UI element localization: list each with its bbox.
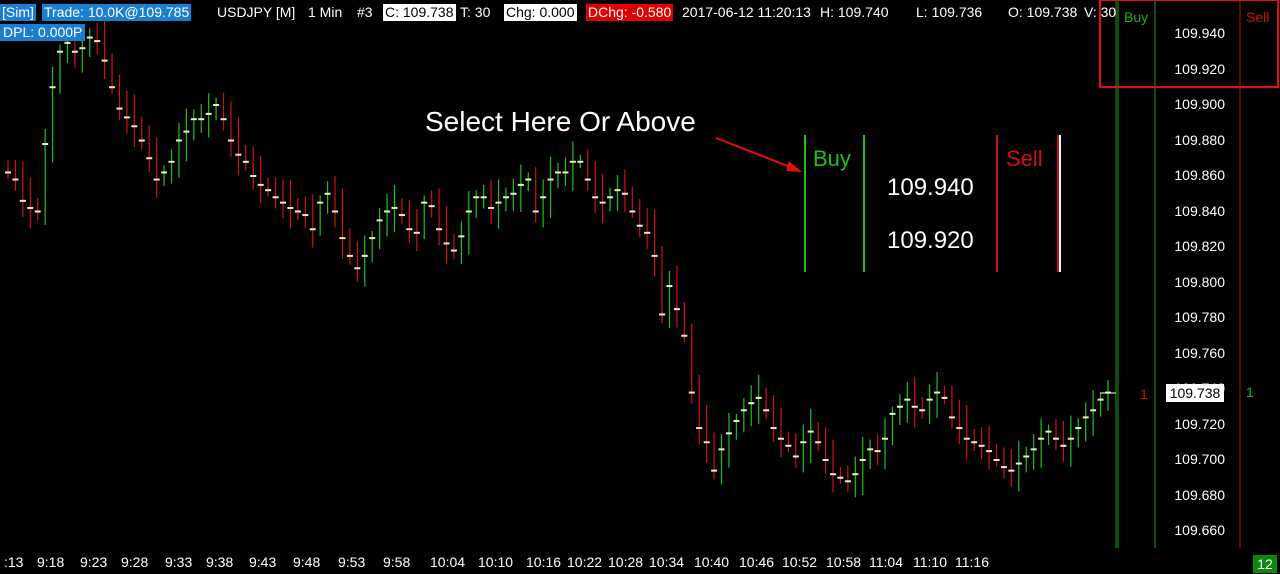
price-tick-label: 109.820 (1174, 238, 1225, 254)
dchange-value: DChg: -0.580 (586, 4, 674, 21)
price-tick-label: 109.840 (1174, 202, 1225, 219)
high-value: H: 109.740 (820, 4, 889, 20)
selection-box[interactable] (1099, 0, 1279, 88)
interval-label[interactable]: 1 Min (308, 4, 343, 20)
time-tick-label: 9:18 (37, 554, 65, 570)
time-tick-label: 9:53 (338, 554, 366, 570)
low-value: L: 109.736 (916, 4, 983, 20)
time-tick-label: 10:58 (826, 554, 862, 570)
price-tick-label: 109.780 (1174, 309, 1225, 325)
time-tick-label: 10:52 (782, 554, 818, 570)
chart-separators (1115, 0, 1241, 548)
time-tick-label: 10:46 (739, 554, 775, 570)
open-value: O: 109.738 (1008, 4, 1078, 20)
volume-value: V: 30 (1084, 4, 1117, 20)
time-tick-label: 10:16 (526, 554, 562, 570)
instrument-label[interactable]: USDJPY [M] (217, 4, 296, 20)
trade-label[interactable]: Trade: 10.0K@109.785 (42, 4, 192, 21)
candle-series (5, 20, 1111, 498)
price-tick-label: 109.720 (1174, 415, 1225, 432)
buy-zone-label[interactable]: Buy (813, 146, 851, 171)
time-tick-label: 9:38 (206, 554, 234, 570)
close-value: C: 109.738 (383, 4, 456, 21)
time-tick-label: 11:10 (913, 554, 947, 570)
price-tick-label: 109.860 (1174, 167, 1225, 183)
dpl-label: DPL: 0.000P (0, 24, 86, 41)
change-value: Chg: 0.000 (504, 4, 577, 21)
overlay-price-top: 109.940 (887, 174, 974, 201)
datetime-value: 2017-06-12 11:20:13 (682, 4, 811, 20)
buy-count: 1 (1246, 384, 1254, 400)
ladder-buy-header[interactable]: Buy (1124, 9, 1149, 25)
instruction-arrow (715, 137, 802, 172)
price-tick-label: 109.680 (1174, 486, 1225, 503)
price-tick-label: 109.900 (1174, 96, 1225, 112)
last-price-badge: 109.738 (1166, 384, 1224, 402)
overlay-lines (804, 135, 1061, 272)
price-tick-label: 109.760 (1174, 344, 1225, 361)
price-tick-label: 109.660 (1174, 522, 1225, 538)
time-tick-label: 10:10 (478, 554, 514, 570)
time-tick-label: 10:22 (567, 554, 603, 570)
time-tick-label: 9:23 (80, 554, 108, 570)
time-tick-label: 10:34 (649, 554, 685, 570)
time-tick-label: 9:33 (165, 554, 193, 570)
index-label: #3 (357, 4, 373, 20)
time-tick-label: :13 (4, 554, 24, 570)
time-tick-label: 10:28 (608, 554, 644, 570)
time-tick-label: 11:16 (955, 554, 989, 570)
sell-zone-label[interactable]: Sell (1006, 146, 1043, 171)
select-instruction: Select Here Or Above (425, 106, 696, 137)
account-label: [Sim] (0, 4, 36, 21)
time-tick-label: 9:28 (121, 554, 149, 570)
time-tick-label: 11:04 (869, 554, 903, 570)
time-tick-label: 9:48 (293, 554, 321, 570)
price-tick-label: 109.920 (1174, 60, 1225, 77)
time-tick-label: 9:58 (383, 554, 411, 570)
sell-count: 1 (1140, 386, 1148, 402)
ticks-value: T: 30 (460, 4, 491, 20)
time-tick-label: 9:43 (249, 554, 277, 570)
time-tick-label: 10:04 (430, 554, 466, 570)
price-tick-label: 109.880 (1174, 131, 1225, 148)
ladder-sell-header[interactable]: Sell (1246, 9, 1270, 25)
price-tick-label: 109.940 (1174, 25, 1225, 41)
bar-count-badge: 12 (1253, 555, 1277, 573)
price-tick-label: 109.800 (1174, 273, 1225, 290)
overlay-price-bottom: 109.920 (887, 227, 974, 254)
price-tick-label: 109.700 (1174, 451, 1225, 467)
time-tick-label: 10:40 (694, 554, 730, 570)
